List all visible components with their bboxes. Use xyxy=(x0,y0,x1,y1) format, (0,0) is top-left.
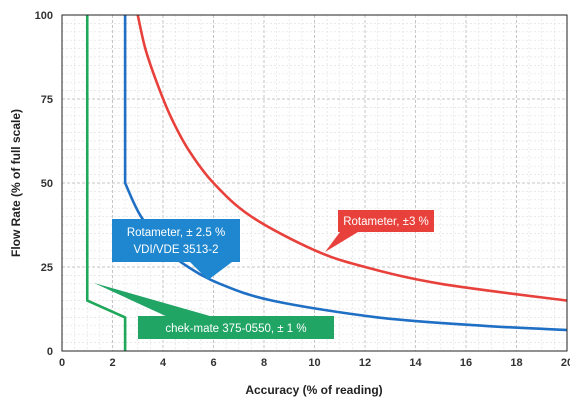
x-axis-label: Accuracy (% of reading) xyxy=(245,383,382,397)
y-tick-label: 50 xyxy=(41,178,53,190)
callouts: Rotameter, ±3 % Rotameter, ± 2.5 % VDI/V… xyxy=(94,210,434,339)
x-tick-label: 12 xyxy=(359,357,371,369)
x-tick-label: 16 xyxy=(460,357,472,369)
x-tick-label: 18 xyxy=(510,357,522,369)
callout-chek-mate: chek-mate 375-0550, ± 1 % xyxy=(94,283,334,339)
plot-border xyxy=(61,14,568,352)
callout-label-line1: Rotameter, ± 2.5 % xyxy=(127,227,225,239)
callout-label: Rotameter, ±3 % xyxy=(343,216,429,228)
series-line-0 xyxy=(136,14,568,302)
callout-pointer xyxy=(325,232,358,252)
y-tick-label: 75 xyxy=(41,94,53,106)
callout-rotameter-2-5: Rotameter, ± 2.5 % VDI/VDE 3513-2 xyxy=(112,219,240,280)
y-tick-label: 25 xyxy=(41,262,53,274)
y-axis-label: Flow Rate (% of full scale) xyxy=(9,109,23,257)
x-tick-label: 10 xyxy=(308,357,320,369)
callout-box xyxy=(338,210,434,232)
callout-label-line2: VDI/VDE 3513-2 xyxy=(133,244,218,256)
x-tick-label: 0 xyxy=(59,357,65,369)
callout-box xyxy=(138,316,334,339)
callout-box xyxy=(112,219,240,262)
ticks: 0 2 4 6 8 10 12 14 16 18 20 0 25 50 75 100 xyxy=(35,10,570,369)
callout-pointer xyxy=(190,262,232,280)
x-tick-label: 6 xyxy=(210,357,216,369)
callout-pointer xyxy=(94,283,210,318)
series-line-2 xyxy=(85,15,127,351)
callout-label: chek-mate 375-0550, ± 1 % xyxy=(165,323,306,335)
y-tick-label: 100 xyxy=(35,10,53,22)
x-tick-label: 20 xyxy=(561,357,570,369)
callout-rotameter-3: Rotameter, ±3 % xyxy=(325,210,434,252)
x-tick-label: 4 xyxy=(160,357,167,369)
x-tick-label: 14 xyxy=(409,357,422,369)
y-tick-label: 0 xyxy=(47,346,53,358)
x-tick-label: 8 xyxy=(261,357,267,369)
x-tick-label: 2 xyxy=(109,357,115,369)
